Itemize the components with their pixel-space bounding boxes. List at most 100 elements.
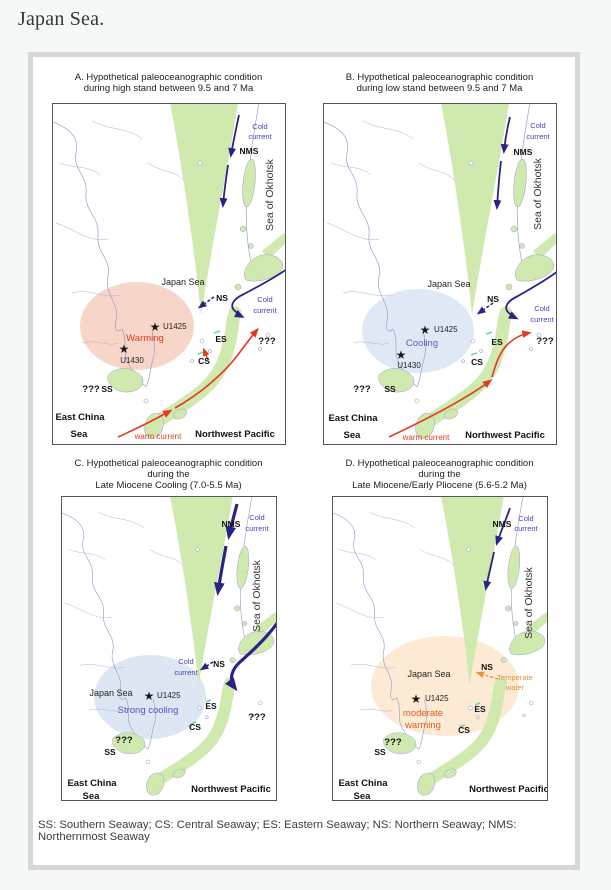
cs-label: CS <box>471 357 483 367</box>
panel-c: C. Hypothetical paleoceanographic condit… <box>60 447 277 801</box>
warm-current-arrows <box>388 330 532 438</box>
site-star-icon: ★ <box>419 323 430 337</box>
cold-current-arrows <box>482 507 511 591</box>
question-left-label: ??? <box>384 737 402 748</box>
site-u1425-label: U1425 <box>163 322 187 331</box>
moderate-warming-ellipse <box>370 636 519 736</box>
east-china-sea-label: Sea <box>82 791 100 801</box>
panel-b-title: B. Hypothetical paleoceanographic condit… <box>345 72 534 94</box>
figure-caption: SS: Southern Seaway; CS: Central Seaway;… <box>38 819 517 843</box>
nms-label: NMS <box>221 519 240 529</box>
question-right-label: ??? <box>258 336 276 347</box>
page-title: Japan Sea. <box>18 8 105 30</box>
panel-d-title: D. Hypothetical paleoceanographic condit… <box>345 458 534 491</box>
ns-label: NS <box>216 293 228 303</box>
panel-row-top: A. Hypothetical paleoceanographic condit… <box>33 57 575 445</box>
cs-label: CS <box>458 725 470 735</box>
japan-sea-label: Japan Sea <box>89 688 132 698</box>
sea-of-okhotsk-label: Sea of Okhotsk <box>251 559 263 632</box>
seaway-marks <box>197 330 220 355</box>
east-china-sea-label: Sea <box>353 791 371 801</box>
panel-b: B. Hypothetical paleoceanographic condit… <box>322 59 557 445</box>
panel-row-bottom: C. Hypothetical paleoceanographic condit… <box>33 445 575 801</box>
ns-label: NS <box>481 662 493 672</box>
ns-label: NS <box>213 659 225 669</box>
cold-current-top-label: current <box>526 132 550 141</box>
panel-d: D. Hypothetical paleoceanographic condit… <box>331 447 548 801</box>
site-star-icon: ★ <box>149 320 160 334</box>
question-right-label: ??? <box>248 712 266 723</box>
ss-label: SS <box>104 747 116 757</box>
site-u1425-label: U1425 <box>425 694 449 703</box>
ss-label: SS <box>384 384 396 394</box>
cold-current-top-label: current <box>245 524 269 533</box>
site-star-icon: ★ <box>410 692 421 706</box>
sea-of-okhotsk-label: Sea of Okhotsk <box>523 566 535 639</box>
temperate-water-label: water <box>504 683 524 692</box>
ns-label: NS <box>487 294 499 304</box>
figure-container: A. Hypothetical paleoceanographic condit… <box>28 52 580 870</box>
east-china-sea-label: East China <box>338 778 388 789</box>
site-star-icon: ★ <box>143 689 154 703</box>
warming-ellipse <box>79 282 194 370</box>
question-left-label: ??? <box>353 384 371 395</box>
panel-c-title: C. Hypothetical paleoceanographic condit… <box>74 458 263 491</box>
es-label: ES <box>474 704 486 714</box>
northwest-pacific-label: Northwest Pacific <box>469 784 548 795</box>
cold-current-mid-label: current <box>174 668 198 677</box>
temperate-water-label: Temperate <box>497 673 532 682</box>
cold-current-top-label: Cold <box>249 513 264 522</box>
cold-current-top-label: current <box>514 524 538 533</box>
seaway-marks <box>470 331 492 356</box>
nms-label: NMS <box>513 147 532 157</box>
panel-c-map: Cold current NMS Sea of Okhotsk Cold cur… <box>60 496 277 801</box>
es-label: ES <box>491 337 503 347</box>
anomaly-label: moderate <box>402 708 442 719</box>
cold-current-top-label: Cold <box>252 122 267 131</box>
anomaly-label: warming <box>404 720 441 731</box>
es-label: ES <box>205 701 217 711</box>
panel-a-map: Cold current NMS Sea of Okhotsk Japan Se… <box>51 103 286 445</box>
cold-current-arrows <box>199 503 277 692</box>
anomaly-label: Warming <box>126 333 164 344</box>
cs-label: CS <box>198 356 210 366</box>
japan-sea-label: Japan Sea <box>407 669 450 679</box>
cold-current-top-label: current <box>248 132 272 141</box>
nms-label: NMS <box>239 146 258 156</box>
panel-b-map: Cold current NMS Sea of Okhotsk Japan Se… <box>322 103 557 445</box>
cold-current-arrows <box>197 114 286 318</box>
warm-current-arrows <box>117 327 259 438</box>
es-label: ES <box>215 334 227 344</box>
temperate-water-arrow <box>475 671 498 680</box>
japan-sea-label: Japan Sea <box>161 277 204 287</box>
cold-current-mid-label: Cold <box>257 295 272 304</box>
northwest-pacific-label: Northwest Pacific <box>465 430 545 441</box>
cold-current-top-label: Cold <box>518 514 533 523</box>
seaway-marks <box>190 699 211 725</box>
panel-a-title: A. Hypothetical paleoceanographic condit… <box>74 72 263 94</box>
site-u1425-label: U1425 <box>157 691 181 700</box>
seaway-marks <box>459 702 480 728</box>
cold-current-mid-label: current <box>530 315 554 324</box>
question-left-label: ??? <box>82 384 100 395</box>
cooling-ellipse <box>361 289 474 373</box>
east-china-sea-label: East China <box>67 778 117 789</box>
anomaly-label: Strong cooling <box>117 705 178 716</box>
site-u1430-label: U1430 <box>120 356 144 365</box>
east-china-sea-label: Sea <box>343 430 361 441</box>
japan-sea-label: Japan Sea <box>427 279 470 289</box>
cs-label: CS <box>189 722 201 732</box>
nms-label: NMS <box>492 519 511 529</box>
ss-label: SS <box>374 747 386 757</box>
cold-current-mid-label: Cold <box>534 304 549 313</box>
northwest-pacific-label: Northwest Pacific <box>191 784 271 795</box>
east-china-sea-label: East China <box>55 412 105 423</box>
warm-current-label: warm current <box>133 432 181 441</box>
sea-of-okhotsk-label: Sea of Okhotsk <box>532 157 544 230</box>
cold-current-mid-label: current <box>253 306 277 315</box>
cold-current-arrows <box>476 116 557 320</box>
site-u1425-label: U1425 <box>434 325 458 334</box>
warm-current-label: warm current <box>401 433 449 442</box>
east-china-sea-label: Sea <box>70 429 88 440</box>
east-china-sea-label: East China <box>328 413 378 424</box>
